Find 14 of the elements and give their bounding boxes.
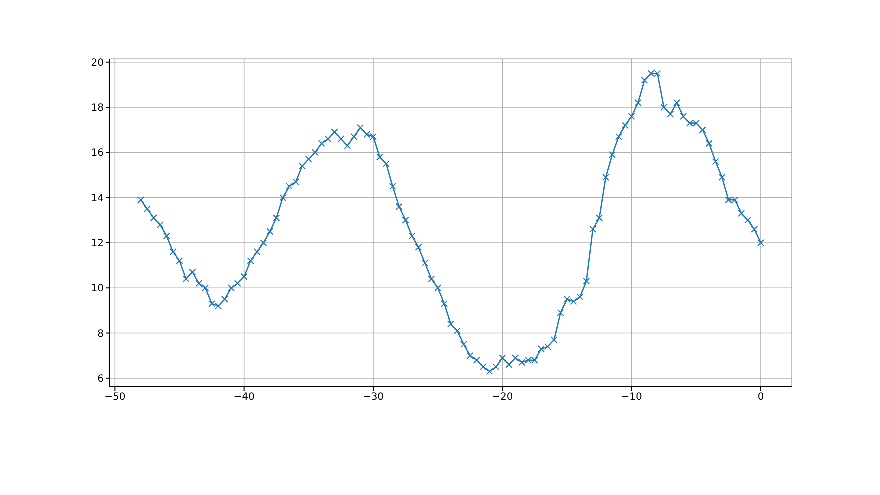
y-tick-label: 18 [91,103,104,114]
y-tick-label: 16 [91,148,104,160]
y-tick-label: 12 [91,238,104,250]
y-tick-label: 20 [91,58,104,69]
x-tick-label: −40 [234,392,255,404]
x-tick-label: −10 [621,392,642,404]
y-tick-label: 6 [98,374,104,385]
x-tick-label: −20 [492,392,514,404]
x-tick-label: −50 [104,392,126,404]
x-tick-label: 0 [758,392,764,404]
y-tick-label: 14 [91,193,104,204]
x-tick-label: −30 [362,392,384,404]
y-tick-label: 10 [91,284,104,295]
y-tick-label: 8 [98,328,104,340]
